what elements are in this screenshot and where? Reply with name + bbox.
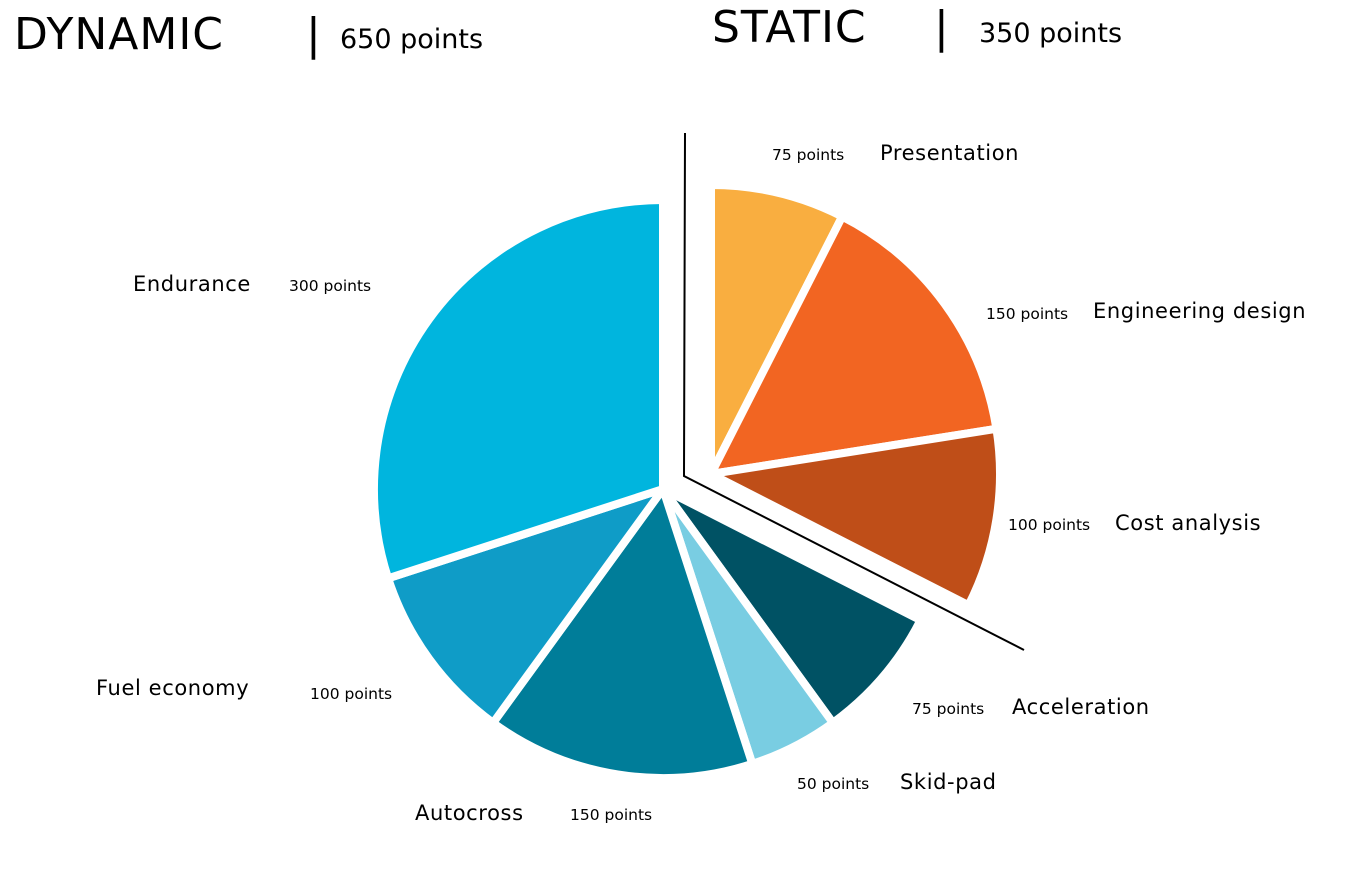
slice-endurance (370, 195, 667, 584)
label-engineering-design-points: 150 points (986, 305, 1068, 323)
label-autocross-name: Autocross (415, 801, 524, 825)
label-engineering-design-name: Engineering design (1093, 299, 1306, 323)
label-acceleration-name: Acceleration (1012, 695, 1150, 719)
static-header-title: STATIC (712, 2, 867, 53)
label-endurance-name: Endurance (133, 272, 251, 296)
label-endurance-points: 300 points (289, 277, 371, 295)
group-divider-line (682, 132, 1025, 651)
static-header-separator: | (934, 2, 950, 53)
slice-fuel-economy (383, 481, 674, 729)
slice-acceleration (659, 485, 926, 729)
dynamic-header-total: 650 points (340, 24, 483, 55)
slice-autocross (487, 480, 758, 782)
pie-slices (370, 180, 1004, 782)
dynamic-header-separator: | (306, 9, 322, 60)
label-fuel-economy-points: 100 points (310, 685, 392, 703)
label-cost-analysis-name: Cost analysis (1115, 511, 1261, 535)
slice-engineering-design (703, 211, 1002, 480)
dynamic-header-title: DYNAMIC (14, 9, 224, 60)
label-presentation-points: 75 points (772, 146, 844, 164)
label-skid-pad-points: 50 points (797, 775, 869, 793)
label-cost-analysis-points: 100 points (1008, 516, 1090, 534)
label-skid-pad-name: Skid-pad (900, 770, 997, 794)
static-header-total: 350 points (979, 18, 1122, 49)
label-fuel-economy-name: Fuel economy (96, 676, 249, 700)
label-presentation-name: Presentation (880, 141, 1019, 165)
label-autocross-points: 150 points (570, 806, 652, 824)
label-acceleration-points: 75 points (912, 700, 984, 718)
slice-cost-analysis (698, 424, 1004, 611)
